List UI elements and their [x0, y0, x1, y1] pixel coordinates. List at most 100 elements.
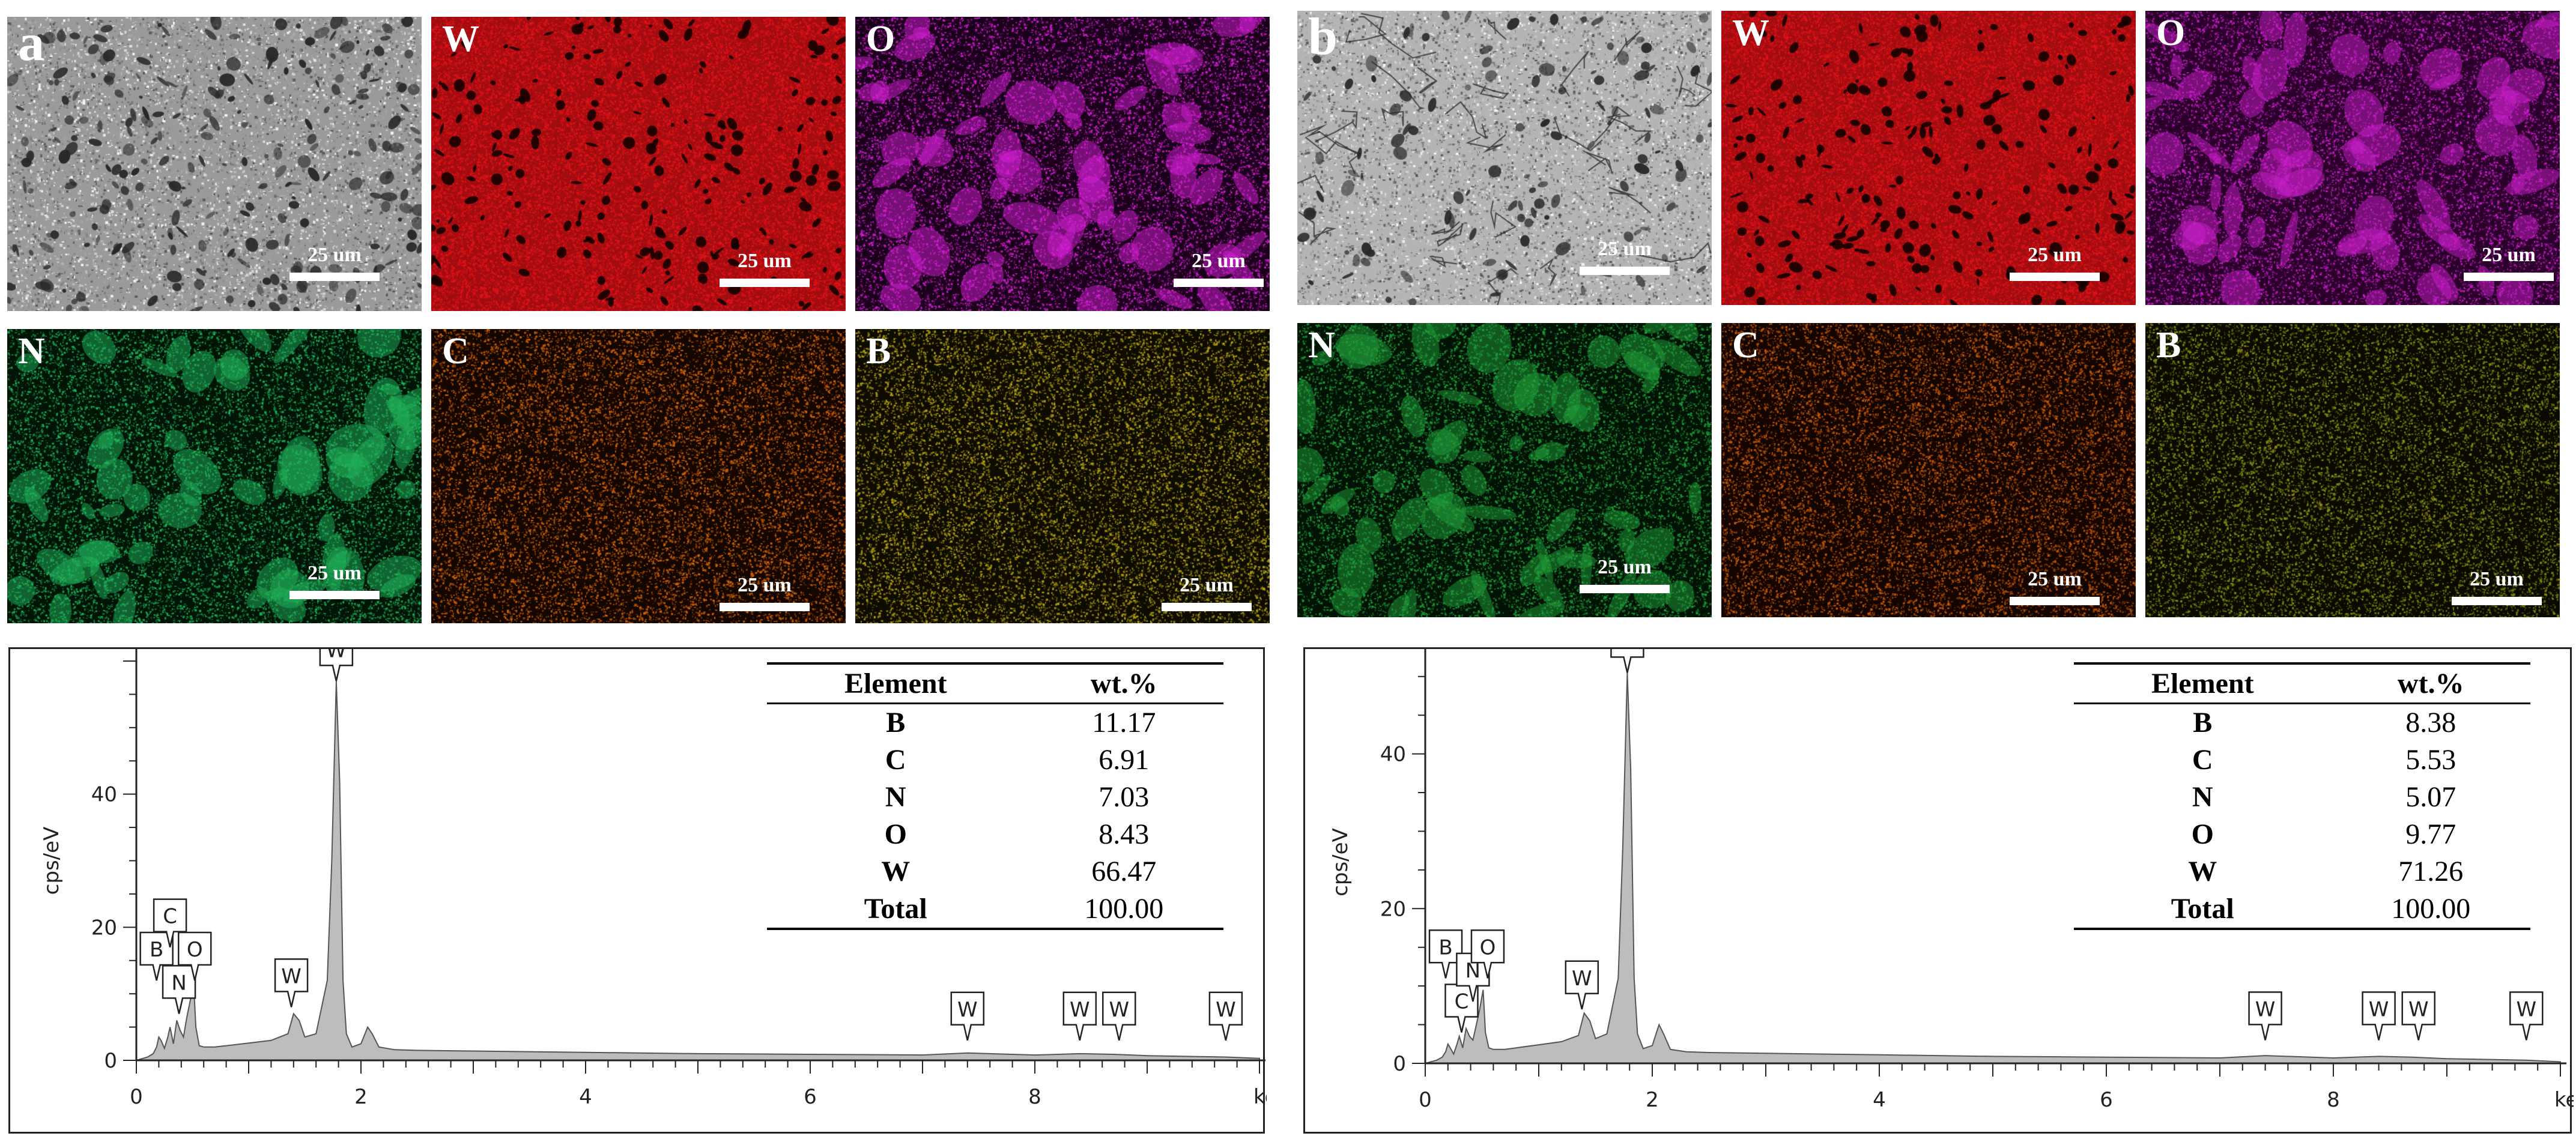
wt-percent-cell: 8.38 [2405, 707, 2456, 739]
wt-percent-cell: 66.47 [1091, 856, 1157, 887]
scale-bar-label: 25 um [2028, 244, 2082, 266]
scale-bar-label: 25 um [2028, 568, 2082, 590]
peak-label-flag [1444, 983, 1479, 1033]
x-tick-label: 6 [2100, 1088, 2113, 1112]
peak-label: W [326, 649, 347, 662]
table-row: N 7.03 [767, 779, 1223, 816]
wt-percent-cell: 9.77 [2405, 818, 2456, 850]
wt-percent-cell: 5.53 [2405, 744, 2456, 776]
wt-percent-cell: 100.00 [2331, 890, 2530, 930]
wt-percent-cell: 6.91 [1099, 744, 1150, 776]
tile-image [1721, 11, 2136, 305]
scale-bar-label: 25 um [2470, 568, 2524, 590]
peak-label: W [2369, 997, 2389, 1021]
scale-bar-label: 25 um [1180, 574, 1234, 596]
scale-bar: 25 um [720, 251, 810, 287]
y-tick-label: 40 [91, 783, 117, 807]
wt-percent-cell: 5.07 [2405, 781, 2456, 813]
peak-label: W [1216, 998, 1236, 1022]
x-tick-label: 4 [579, 1085, 592, 1109]
eds-spectrum: 0246802040keVcps/eVBCNOWWWWWWElementwt.%… [8, 647, 1267, 1134]
composition-table: Element wt.% B 8.38 C 5.53 N 5.07 O 9.77 W 71.26 Tot… [2074, 662, 2530, 930]
x-tick-label: 8 [1028, 1085, 1041, 1109]
sem-image: b 25 um [1297, 11, 1712, 305]
tile-image [1297, 11, 1712, 305]
peak-label: O [187, 938, 203, 962]
y-tick-label: 0 [104, 1049, 117, 1073]
peak-label-flag [2509, 991, 2544, 1041]
peak-label: N [171, 971, 186, 995]
scale-bar-label: 25 um [1598, 238, 1652, 260]
x-tick-label: 8 [2327, 1088, 2340, 1112]
element-cell: B [2193, 707, 2213, 739]
tile-label: B [866, 331, 891, 372]
tile-image [431, 17, 846, 311]
scale-bar: 25 um [2010, 569, 2100, 605]
table-row: B 11.17 [767, 704, 1223, 742]
tile-label: O [2156, 13, 2186, 53]
peak-label: W [1070, 998, 1090, 1022]
spectrum-area [136, 681, 1260, 1061]
scale-bar: 25 um [720, 575, 810, 611]
scale-bar-label: 25 um [308, 562, 362, 584]
wt-percent-cell: 7.03 [1099, 781, 1150, 813]
tile-label: N [1308, 325, 1335, 366]
scale-bar-line [720, 603, 810, 611]
scale-bar-label: 25 um [308, 244, 362, 266]
y-axis-label: cps/eV [1329, 828, 1353, 896]
eds-map-o: O 25 um [2145, 11, 2560, 305]
scale-bar: 25 um [1580, 557, 1670, 593]
tile-image [855, 329, 1270, 623]
peak-label-flag [1208, 991, 1243, 1041]
element-cell: B [886, 707, 906, 739]
tile-label: W [1732, 13, 1769, 53]
peak-label-flag [274, 958, 309, 1008]
scale-bar-line [720, 279, 810, 287]
scale-bar-line [2464, 273, 2554, 281]
scale-bar-line [1580, 585, 1670, 593]
table-row: B 8.38 [2074, 704, 2530, 742]
eds-map-c: C 25 um [431, 329, 846, 623]
table-row: N 5.07 [2074, 779, 2530, 816]
x-tick-label: 4 [1873, 1088, 1886, 1112]
peak-label: W [281, 964, 302, 988]
x-tick-label: 0 [130, 1085, 143, 1109]
eds-map-c: C 25 um [1721, 323, 2136, 617]
peak-label-flag [950, 991, 985, 1041]
wt-percent-cell: 11.17 [1092, 707, 1156, 739]
element-cell: O [2191, 818, 2214, 850]
element-cell: N [885, 781, 906, 813]
tile-image [1297, 323, 1712, 617]
wt-percent-cell: 8.43 [1099, 818, 1150, 850]
scale-bar: 25 um [289, 563, 380, 599]
tile-image [2145, 11, 2560, 305]
tile-image [1721, 323, 2136, 617]
tile-label: N [18, 331, 45, 372]
peak-label-flag [2248, 991, 2282, 1041]
peak-label: W [1572, 967, 1592, 991]
scale-bar-line [1580, 267, 1670, 275]
eds-map-b: B 25 um [855, 329, 1270, 623]
scale-bar-label: 25 um [1192, 250, 1246, 272]
peak-label-flag [319, 649, 354, 681]
scale-bar: 25 um [1162, 575, 1252, 611]
tile-image [431, 329, 846, 623]
x-tick-label: 6 [804, 1085, 817, 1109]
peak-label-flag [153, 898, 187, 947]
scale-bar: 25 um [1580, 239, 1670, 275]
x-tick-label: 0 [1419, 1088, 1432, 1112]
peak-label: W [2255, 997, 2276, 1021]
tile-label: W [442, 19, 479, 59]
peak-label-flag [177, 931, 212, 981]
eds-spectrum: 0246802040keVcps/eVBCNOWWWWWWElementwt.%… [1303, 647, 2574, 1134]
y-tick-label: 0 [1393, 1052, 1406, 1076]
y-tick-label: 40 [1380, 743, 1406, 767]
table-row: C 5.53 [2074, 742, 2530, 779]
tile-image [2145, 323, 2560, 617]
peak-label-flag [1102, 991, 1136, 1041]
x-axis-label: keV [2554, 1088, 2574, 1112]
y-tick-label: 20 [91, 916, 117, 940]
tile-image [7, 17, 422, 311]
eds-map-w: W 25 um [431, 17, 846, 311]
